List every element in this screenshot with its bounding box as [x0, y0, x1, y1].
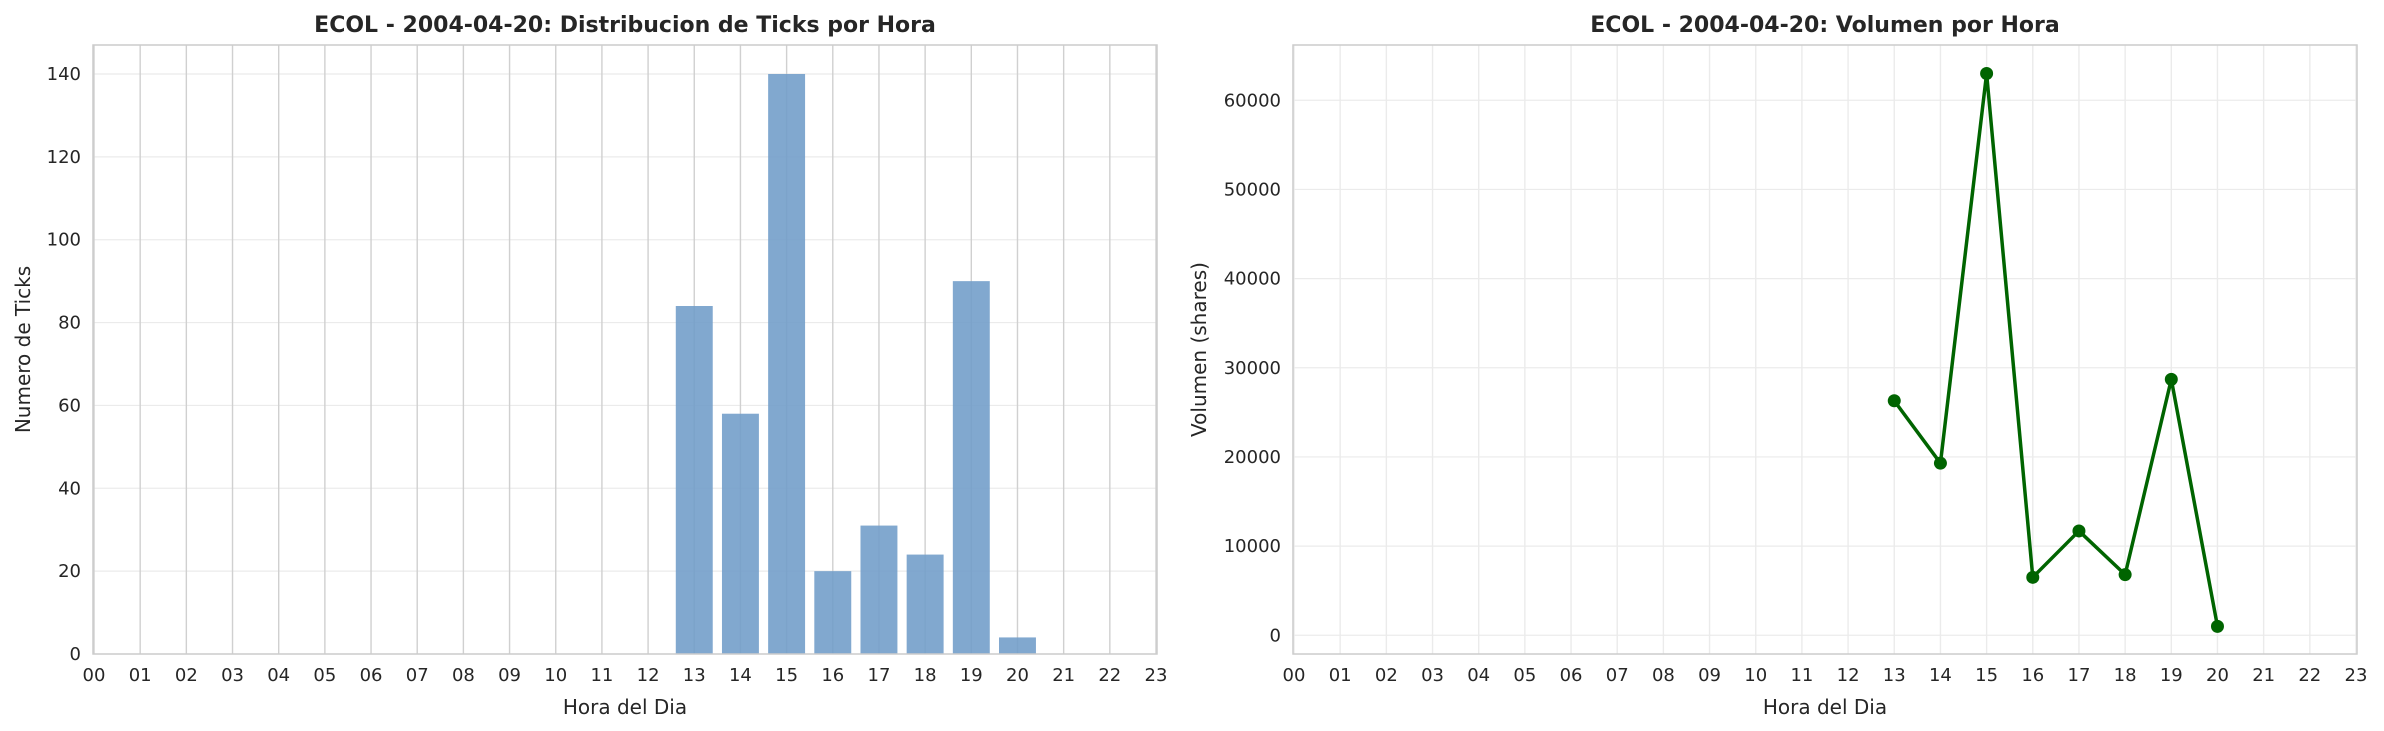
x-axis-label: Hora del Dia	[1763, 695, 1887, 719]
x-tick-label: 18	[2114, 665, 2137, 686]
x-tick-label: 14	[729, 665, 752, 686]
bar-hour-14	[721, 413, 759, 654]
x-tick-label: 18	[914, 665, 937, 686]
x-tick-label: 10	[1744, 665, 1767, 686]
x-tick-label: 00	[83, 665, 106, 686]
x-tick-label: 02	[175, 665, 198, 686]
volume-point-hour-15	[1980, 67, 1994, 81]
x-tick-label: 19	[960, 665, 983, 686]
x-tick-label: 20	[2206, 665, 2229, 686]
y-tick-label: 140	[47, 64, 81, 85]
y-tick-label: 20000	[1224, 447, 1281, 468]
x-tick-label: 21	[1052, 665, 1075, 686]
x-tick-label: 16	[2021, 665, 2044, 686]
y-tick-label: 0	[70, 644, 81, 665]
x-tick-label: 07	[406, 665, 429, 686]
x-tick-label: 11	[590, 665, 613, 686]
bar-hour-16	[814, 571, 852, 654]
x-tick-label: 22	[1098, 665, 1121, 686]
y-tick-label: 40000	[1224, 269, 1281, 290]
x-tick-label: 20	[1006, 665, 1029, 686]
bar-hour-18	[906, 554, 944, 654]
volume-point-hour-14	[1933, 456, 1947, 470]
bar-hour-15	[768, 74, 806, 654]
y-tick-label: 10000	[1224, 536, 1281, 557]
x-tick-label: 21	[2252, 665, 2275, 686]
x-tick-label: 03	[1421, 665, 1444, 686]
x-tick-label: 04	[1467, 665, 1490, 686]
x-tick-label: 12	[1837, 665, 1860, 686]
x-tick-label: 08	[1652, 665, 1675, 686]
y-tick-label: 20	[58, 561, 81, 582]
volume-per-hour-chart: 0 10000 20000 30000 40000 50000 60000 00 01 02 03 0…	[1187, 13, 2367, 719]
bar-hour-13	[675, 306, 713, 654]
x-tick-label: 07	[1606, 665, 1629, 686]
y-axis-label: Volumen (shares)	[1187, 262, 1211, 437]
x-tick-label: 14	[1929, 665, 1952, 686]
x-tick-label: 00	[1283, 665, 1306, 686]
volume-point-hour-19	[2164, 372, 2178, 386]
x-tick-label: 15	[1975, 665, 1998, 686]
chart-title: ECOL - 2004-04-20: Distribucion de Ticks…	[314, 13, 936, 38]
x-tick-label: 22	[2298, 665, 2321, 686]
y-tick-label: 100	[47, 230, 81, 251]
x-tick-label: 10	[544, 665, 567, 686]
volume-point-hour-13	[1887, 394, 1901, 408]
ticks-per-hour-chart: 0 20 40 60 80 100 120 140 00 01 02 03 04 05 06 07 08 09 10…	[11, 13, 1167, 719]
x-tick-label: 11	[1790, 665, 1813, 686]
plot-frame	[1292, 44, 2358, 655]
x-tick-label: 06	[1560, 665, 1583, 686]
x-tick-label: 17	[2068, 665, 2091, 686]
plot-frame	[92, 44, 1158, 655]
x-tick-label: 04	[267, 665, 290, 686]
x-tick-label: 23	[1145, 665, 1168, 686]
y-tick-label: 80	[58, 313, 81, 334]
volume-series-line	[1892, 71, 2220, 627]
x-tick-label: 06	[360, 665, 383, 686]
x-tick-label: 13	[1883, 665, 1906, 686]
x-tick-label: 01	[129, 665, 152, 686]
y-tick-label: 50000	[1224, 179, 1281, 200]
y-axis-label: Numero de Ticks	[11, 266, 35, 433]
y-tick-label: 60	[58, 395, 81, 416]
y-tick-label: 30000	[1224, 358, 1281, 379]
x-tick-label: 05	[1513, 665, 1536, 686]
x-tick-label: 23	[2345, 665, 2368, 686]
x-tick-label: 16	[821, 665, 844, 686]
x-tick-label: 19	[2160, 665, 2183, 686]
bar-hour-19	[952, 281, 990, 654]
x-tick-label: 13	[683, 665, 706, 686]
x-tick-label: 02	[1375, 665, 1398, 686]
x-tick-label: 09	[498, 665, 521, 686]
x-tick-label: 01	[1329, 665, 1352, 686]
y-tick-label: 40	[58, 478, 81, 499]
x-axis-label: Hora del Dia	[563, 695, 687, 719]
x-tick-label: 12	[637, 665, 660, 686]
volume-point-hour-20	[2210, 619, 2224, 633]
x-tick-label: 03	[221, 665, 244, 686]
y-tick-label: 120	[47, 147, 81, 168]
bar-hour-17	[860, 525, 898, 654]
y-tick-label: 60000	[1224, 90, 1281, 111]
volume-point-hour-18	[2118, 568, 2132, 582]
x-tick-label: 09	[1698, 665, 1721, 686]
x-tick-label: 08	[452, 665, 475, 686]
volume-point-hour-17	[2072, 524, 2086, 538]
y-tick-label: 0	[1270, 625, 1281, 646]
volume-point-hour-16	[2026, 570, 2040, 584]
chart-title: ECOL - 2004-04-20: Volumen por Hora	[1590, 13, 2059, 38]
x-tick-label: 05	[313, 665, 336, 686]
bar-hour-20	[999, 637, 1036, 654]
x-tick-label: 15	[775, 665, 798, 686]
x-tick-label: 17	[868, 665, 891, 686]
